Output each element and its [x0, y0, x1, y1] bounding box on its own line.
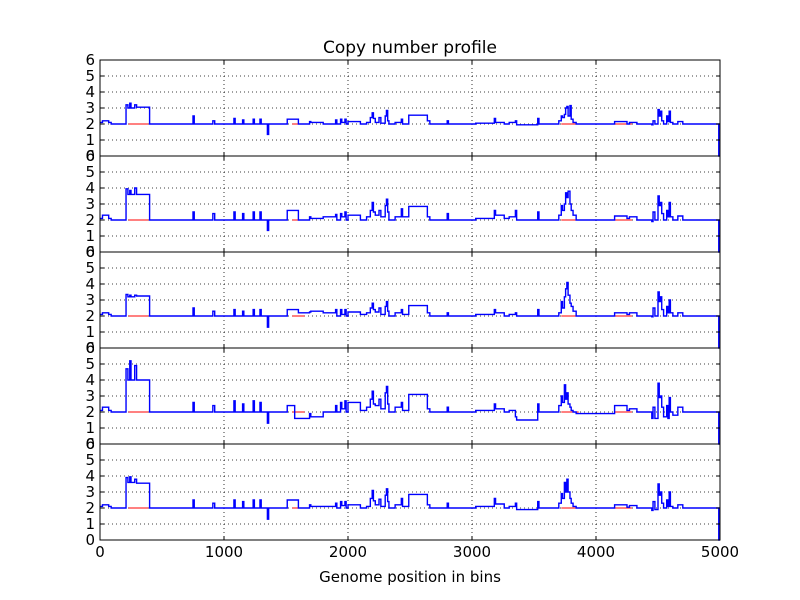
y-tick-label: 6	[85, 51, 95, 69]
y-tick-label: 0	[85, 339, 95, 357]
x-tick-label: 1000	[205, 543, 243, 561]
chart-title: Copy number profile	[323, 38, 497, 58]
y-tick-label: 6	[85, 339, 95, 357]
y-tick-label: 5	[85, 451, 95, 469]
x-tick-label: 3000	[453, 543, 491, 561]
x-tick-label: 4000	[577, 543, 615, 561]
y-tick-label: 1	[85, 419, 95, 437]
y-tick-label: 1	[85, 323, 95, 341]
copy-number-series-3	[100, 281, 720, 349]
y-tick-label: 2	[85, 499, 95, 517]
y-tick-label: 3	[85, 387, 95, 405]
y-tick-label: 0	[85, 243, 95, 261]
y-tick-label: 3	[85, 483, 95, 501]
y-tick-label: 6	[85, 147, 95, 165]
x-axis-label: Genome position in bins	[319, 568, 501, 586]
y-tick-label: 6	[85, 243, 95, 261]
copy-number-series-4	[100, 360, 720, 445]
y-tick-label: 5	[85, 67, 95, 85]
y-tick-label: 4	[85, 371, 95, 389]
y-tick-label: 5	[85, 163, 95, 181]
y-tick-label: 0	[85, 531, 95, 549]
y-tick-label: 4	[85, 275, 95, 293]
y-tick-label: 2	[85, 115, 95, 133]
x-tick-label: 2000	[329, 543, 367, 561]
y-tick-label: 2	[85, 403, 95, 421]
x-tick-label: 5000	[701, 543, 739, 561]
y-tick-label: 1	[85, 515, 95, 533]
y-tick-label: 1	[85, 227, 95, 245]
y-tick-label: 0	[85, 147, 95, 165]
x-axis: 0 1000 2000 3000 4000 5000	[95, 543, 739, 561]
y-tick-label: 4	[85, 83, 95, 101]
y-tick-label: 4	[85, 179, 95, 197]
copy-number-series-2	[100, 187, 720, 253]
y-tick-label: 4	[85, 467, 95, 485]
y-tick-label: 3	[85, 99, 95, 117]
copy-number-series-1	[100, 102, 720, 157]
y-tick-label: 3	[85, 195, 95, 213]
y-tick-label: 2	[85, 211, 95, 229]
copy-number-series-5	[100, 476, 720, 541]
y-tick-label: 5	[85, 259, 95, 277]
y-tick-label: 2	[85, 307, 95, 325]
y-tick-label: 3	[85, 291, 95, 309]
x-tick-label: 0	[95, 543, 105, 561]
y-tick-label: 0	[85, 435, 95, 453]
y-tick-label: 5	[85, 355, 95, 373]
y-tick-label: 1	[85, 131, 95, 149]
y-tick-label: 6	[85, 435, 95, 453]
